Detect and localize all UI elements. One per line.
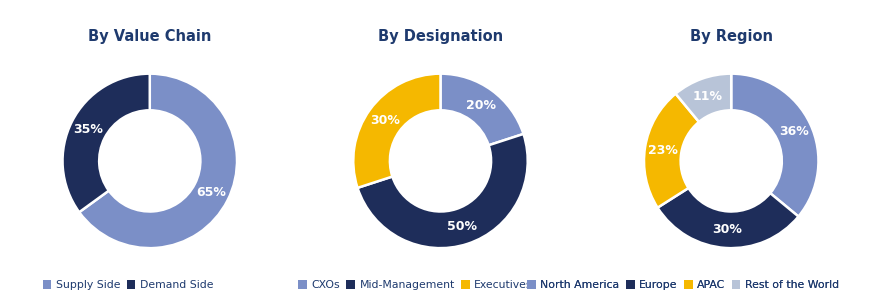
- Title: By Region: By Region: [690, 29, 773, 44]
- Text: 20%: 20%: [466, 99, 496, 112]
- Text: 30%: 30%: [712, 223, 742, 236]
- Wedge shape: [676, 74, 731, 122]
- Title: By Designation: By Designation: [378, 29, 503, 44]
- Wedge shape: [63, 74, 150, 212]
- Text: 11%: 11%: [692, 90, 723, 102]
- Text: 65%: 65%: [196, 186, 226, 199]
- Wedge shape: [358, 134, 528, 248]
- Title: By Value Chain: By Value Chain: [88, 29, 211, 44]
- Wedge shape: [731, 74, 818, 217]
- Wedge shape: [79, 74, 237, 248]
- Wedge shape: [657, 188, 798, 248]
- Legend: North America, Europe, APAC, Rest of the World: North America, Europe, APAC, Rest of the…: [525, 278, 841, 292]
- Text: 35%: 35%: [73, 123, 103, 136]
- Text: Primary Sources: Primary Sources: [373, 9, 508, 23]
- Text: 50%: 50%: [447, 220, 477, 233]
- Text: 23%: 23%: [648, 144, 678, 157]
- Wedge shape: [440, 74, 523, 145]
- Wedge shape: [353, 74, 440, 188]
- Text: 36%: 36%: [779, 125, 809, 138]
- Text: 30%: 30%: [370, 114, 400, 127]
- Wedge shape: [644, 94, 699, 208]
